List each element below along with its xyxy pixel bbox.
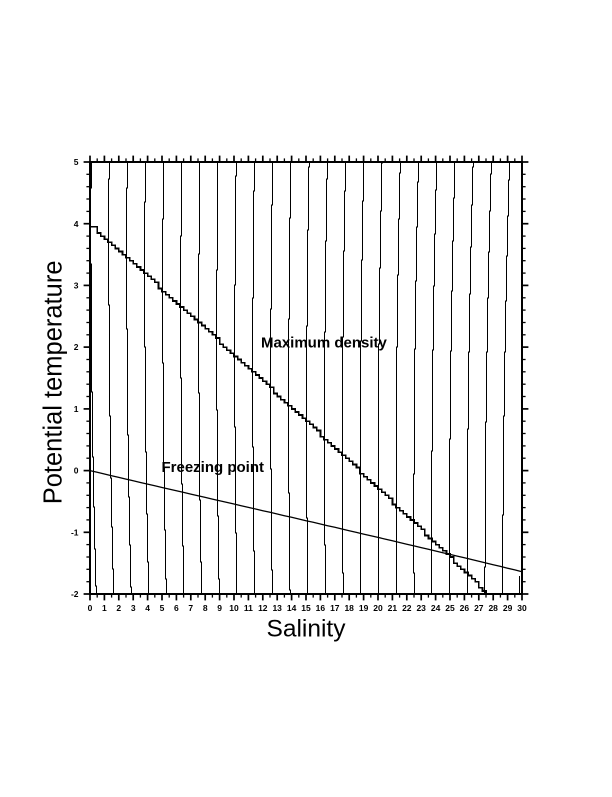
svg-text:0: 0 (88, 603, 93, 613)
svg-text:28: 28 (488, 603, 498, 613)
svg-text:17: 17 (330, 603, 340, 613)
svg-text:1: 1 (74, 404, 79, 414)
svg-text:30: 30 (517, 603, 527, 613)
svg-text:4: 4 (74, 219, 79, 229)
svg-text:29: 29 (503, 603, 513, 613)
svg-text:3: 3 (131, 603, 136, 613)
svg-text:27: 27 (474, 603, 484, 613)
svg-text:20: 20 (373, 603, 383, 613)
svg-text:-2: -2 (71, 589, 79, 599)
svg-text:26: 26 (460, 603, 470, 613)
svg-text:12: 12 (258, 603, 268, 613)
svg-text:25: 25 (445, 603, 455, 613)
svg-text:3: 3 (74, 281, 79, 291)
svg-text:Salinity: Salinity (267, 616, 347, 643)
svg-text:Freezing point: Freezing point (162, 459, 265, 476)
svg-text:11: 11 (244, 603, 253, 613)
svg-text:18: 18 (344, 603, 354, 613)
svg-text:9: 9 (217, 603, 222, 613)
svg-text:Potential temperature: Potential temperature (40, 260, 68, 504)
svg-text:13: 13 (272, 603, 282, 613)
svg-text:10: 10 (229, 603, 239, 613)
svg-text:Maximum density: Maximum density (261, 335, 388, 352)
svg-text:-1: -1 (71, 527, 79, 537)
svg-text:4: 4 (145, 603, 150, 613)
svg-text:23: 23 (416, 603, 426, 613)
svg-text:15: 15 (301, 603, 311, 613)
svg-text:5: 5 (74, 157, 79, 167)
svg-text:14: 14 (287, 603, 297, 613)
svg-text:19: 19 (359, 603, 369, 613)
svg-text:6: 6 (174, 603, 179, 613)
svg-text:1: 1 (102, 603, 107, 613)
svg-text:2: 2 (74, 342, 79, 352)
svg-text:5: 5 (160, 603, 165, 613)
svg-text:24: 24 (431, 603, 441, 613)
svg-text:0: 0 (74, 466, 79, 476)
svg-text:7: 7 (188, 603, 193, 613)
svg-text:22: 22 (402, 603, 412, 613)
svg-text:16: 16 (316, 603, 326, 613)
svg-text:21: 21 (388, 603, 398, 613)
svg-text:2: 2 (116, 603, 121, 613)
svg-text:8: 8 (203, 603, 208, 613)
